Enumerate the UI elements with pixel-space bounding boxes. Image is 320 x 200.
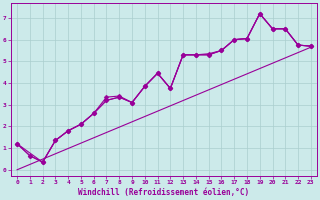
X-axis label: Windchill (Refroidissement éolien,°C): Windchill (Refroidissement éolien,°C) <box>78 188 250 197</box>
